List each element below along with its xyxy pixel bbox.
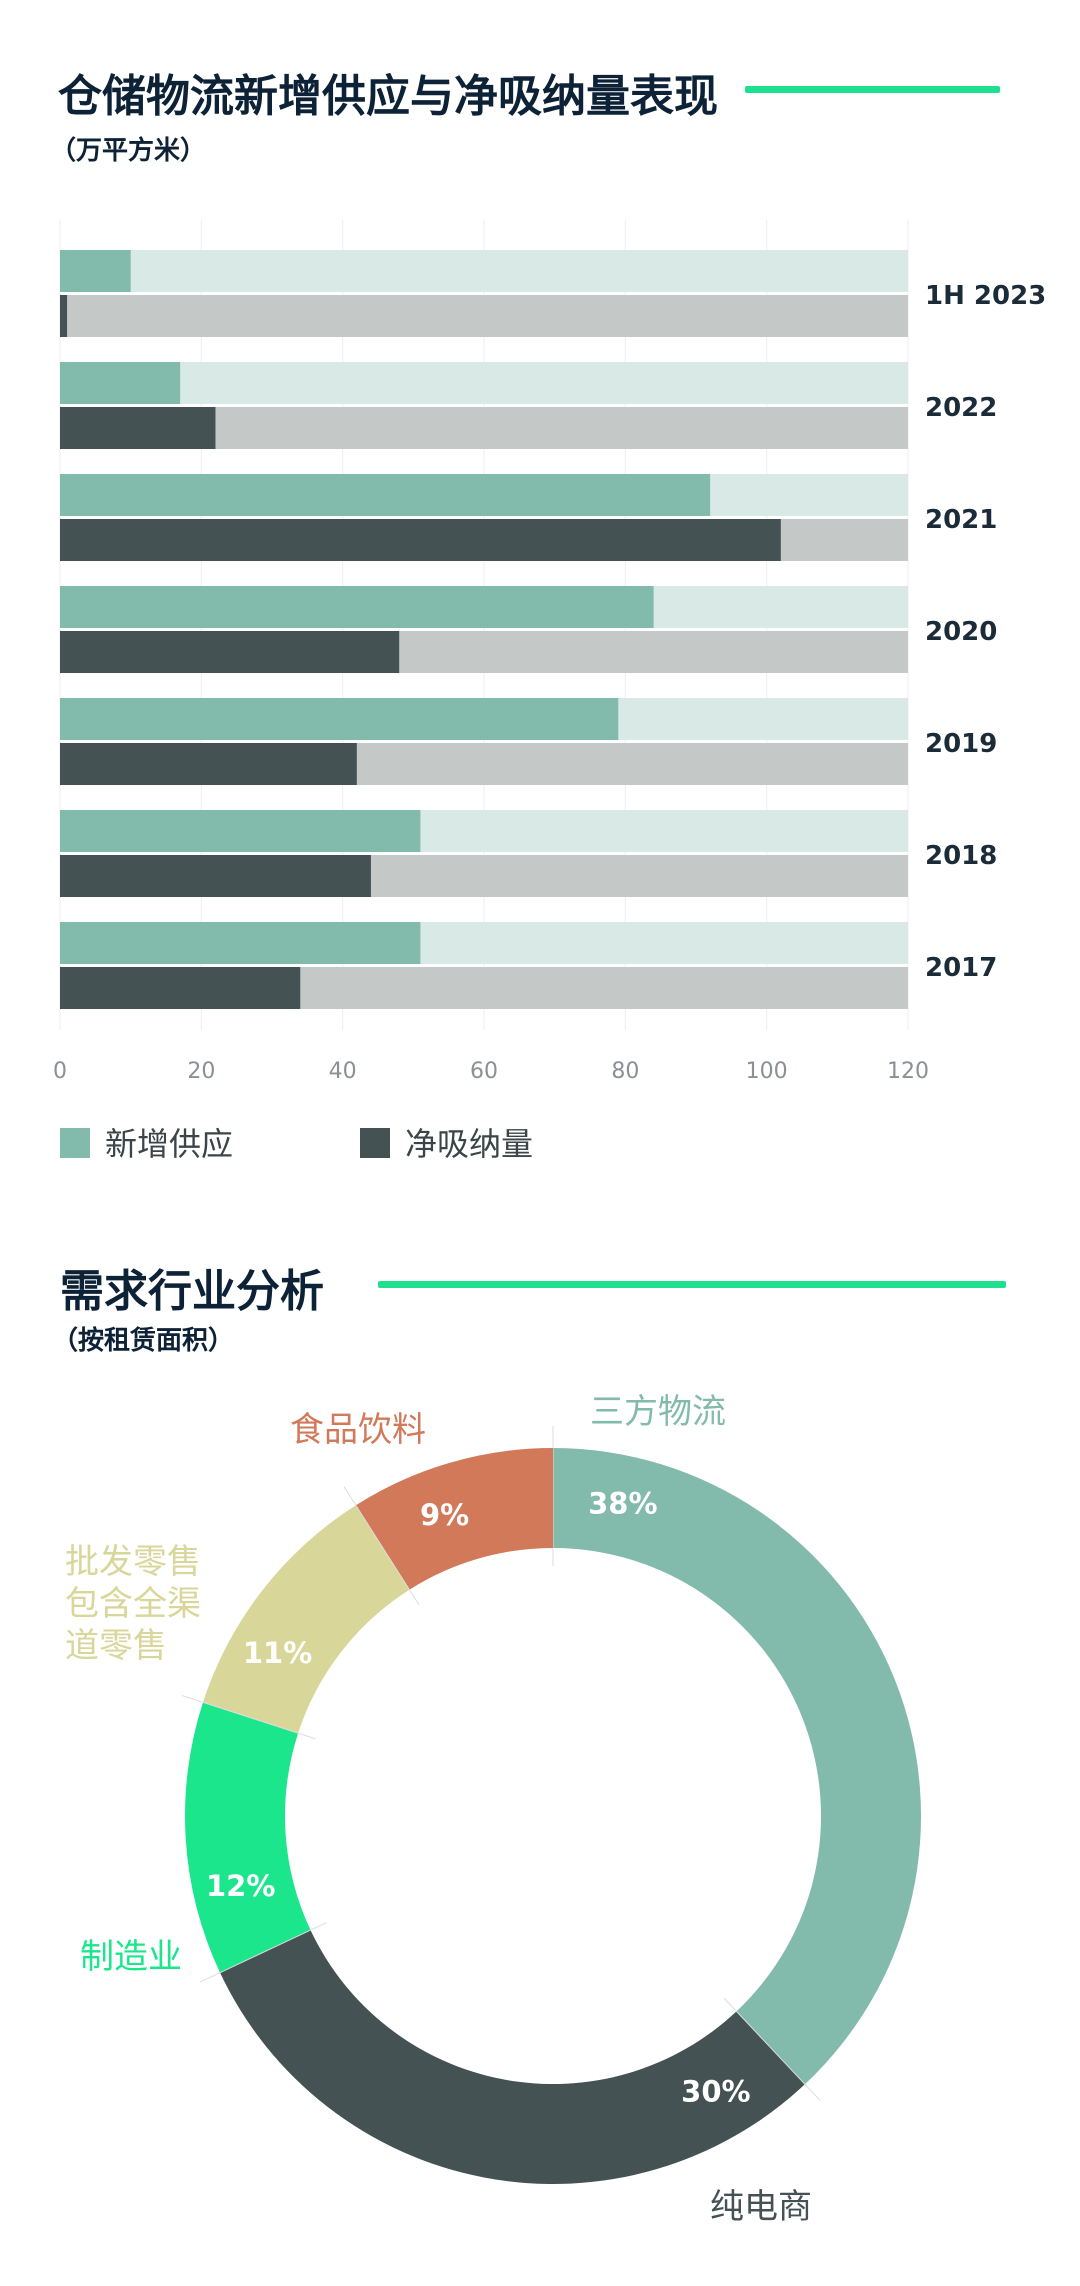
- bar-supply: [60, 698, 619, 740]
- bar-supply: [60, 922, 421, 964]
- year-label: 2021: [925, 505, 997, 535]
- donut-slice: [185, 1702, 311, 1973]
- category-label-retail: 道零售: [65, 1626, 167, 1666]
- bar-supply: [60, 810, 421, 852]
- pct-label-ecommerce: 30%: [681, 2074, 750, 2108]
- x-tick-label: 80: [611, 1059, 639, 1084]
- pct-label-food: 9%: [420, 1498, 469, 1532]
- donut-slice: [553, 1448, 921, 2085]
- legend-label-absorption: 净吸纳量: [405, 1125, 533, 1163]
- bar-supply: [60, 250, 131, 292]
- year-label: 2022: [925, 393, 997, 423]
- bar-title-accent-line: [745, 86, 1000, 93]
- bar-track-supply: [60, 250, 908, 292]
- bar-chart-subtitle: （万平方米）: [50, 136, 207, 166]
- slice-divider: [199, 1921, 328, 1983]
- category-label-retail: 包含全渠: [65, 1584, 201, 1624]
- bar-absorption: [60, 855, 371, 897]
- donut-title-accent-line: [378, 1281, 1006, 1288]
- pct-label-3pl: 38%: [588, 1487, 657, 1521]
- donut-slice: [203, 1505, 410, 1734]
- bar-supply: [60, 474, 711, 516]
- donut-slice: [220, 1930, 805, 2184]
- category-label-manufacturing: 制造业: [80, 1937, 182, 1977]
- bar-absorption: [60, 407, 216, 449]
- x-tick-label: 40: [329, 1059, 357, 1084]
- donut-chart-subtitle: （按租赁面积）: [52, 1326, 235, 1356]
- year-label: 2018: [925, 841, 997, 871]
- x-tick-label: 20: [187, 1059, 215, 1084]
- bar-absorption: [60, 967, 301, 1009]
- bar-absorption: [60, 519, 781, 561]
- bar-supply: [60, 362, 181, 404]
- pct-label-retail: 11%: [243, 1636, 312, 1670]
- category-label-retail: 批发零售: [65, 1542, 201, 1582]
- x-tick-label: 60: [470, 1059, 498, 1084]
- slice-divider: [723, 1997, 821, 2101]
- category-label-food: 食品饮料: [290, 1410, 426, 1450]
- donut-slice: [355, 1448, 553, 1590]
- legend-label-supply: 新增供应: [105, 1125, 233, 1163]
- year-label: 2020: [925, 617, 997, 647]
- category-label-3pl: 三方物流: [590, 1392, 726, 1432]
- bar-track-absorption: [60, 295, 908, 337]
- x-tick-label: 120: [887, 1059, 929, 1084]
- bar-chart: 1H 2023 2022 2021 2020 2019 2018 2017 0 20 40 60 80…: [53, 220, 1046, 1163]
- bar-absorption: [60, 631, 400, 673]
- bar-absorption: [60, 743, 357, 785]
- slice-divider: [181, 1695, 316, 1740]
- year-label: 2019: [925, 729, 997, 759]
- donut-chart-title: 需求行业分析: [60, 1266, 324, 1317]
- year-label: 1H 2023: [925, 281, 1046, 311]
- bar-chart-title: 仓储物流新增供应与净吸纳量表现: [58, 71, 718, 122]
- bar-track-supply: [60, 362, 908, 404]
- legend-swatch-supply: [60, 1128, 90, 1158]
- bar-absorption: [60, 295, 68, 337]
- year-label: 2017: [925, 953, 997, 983]
- slice-divider: [343, 1486, 420, 1606]
- bar-supply: [60, 586, 654, 628]
- x-tick-label: 100: [746, 1059, 788, 1084]
- pct-label-manufacturing: 12%: [206, 1869, 275, 1903]
- x-tick-label: 0: [53, 1059, 67, 1084]
- legend-swatch-absorption: [360, 1128, 390, 1158]
- category-label-ecommerce: 纯电商: [710, 2187, 812, 2227]
